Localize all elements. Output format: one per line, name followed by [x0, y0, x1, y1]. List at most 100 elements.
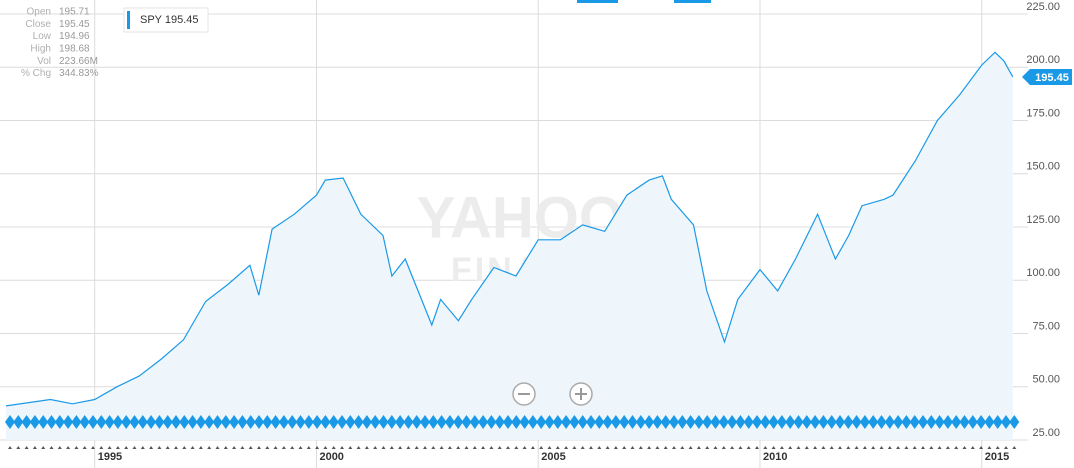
event-dot [846, 446, 851, 449]
event-dot [447, 446, 452, 449]
event-marker [96, 415, 107, 429]
event-marker [121, 415, 132, 429]
event-marker [610, 415, 621, 429]
event-dot [539, 446, 544, 449]
event-marker [660, 415, 671, 429]
event-marker [527, 415, 538, 429]
event-dot [497, 446, 502, 449]
event-marker [884, 415, 895, 429]
event-marker [743, 415, 754, 429]
y-tick-label: 150.00 [1026, 161, 1060, 173]
tab-indicator [674, 0, 711, 3]
event-marker [337, 415, 347, 429]
event-marker [511, 415, 522, 429]
event-marker [702, 415, 713, 429]
event-dot [638, 446, 643, 449]
event-marker [361, 415, 372, 429]
event-marker [262, 415, 273, 429]
legend-box [123, 7, 209, 33]
event-dot [389, 446, 394, 449]
event-marker [793, 415, 804, 429]
event-marker [88, 415, 98, 429]
event-marker [469, 415, 480, 429]
event-dot [298, 446, 303, 449]
tab-indicator [577, 0, 618, 3]
event-marker [71, 415, 82, 429]
event-marker [868, 415, 879, 429]
event-marker [411, 415, 422, 429]
event-marker [29, 415, 40, 429]
event-marker [677, 415, 688, 429]
event-marker [79, 415, 90, 429]
event-dot [406, 446, 411, 449]
legend-name: SPY [140, 14, 163, 26]
event-dot [456, 446, 461, 449]
event-marker [768, 415, 779, 429]
y-tick-label: 25.00 [1032, 427, 1060, 439]
event-dot [1012, 446, 1017, 449]
event-marker [918, 415, 928, 429]
event-marker [370, 415, 381, 429]
event-marker [494, 415, 505, 429]
event-marker [104, 415, 115, 429]
event-marker [959, 415, 970, 429]
event-marker [536, 415, 547, 429]
zoom-in[interactable] [569, 382, 593, 406]
event-marker [826, 415, 837, 429]
event-marker [386, 415, 397, 429]
event-dot [223, 446, 228, 449]
event-dot [796, 446, 801, 449]
event-dot [647, 446, 652, 449]
event-dot [580, 446, 585, 449]
event-marker [984, 415, 995, 429]
event-marker [478, 415, 489, 429]
event-marker [129, 415, 140, 429]
event-dot [555, 446, 560, 449]
event-marker [486, 415, 497, 429]
event-marker [420, 415, 430, 429]
event-dot [547, 446, 552, 449]
event-dot [921, 446, 925, 449]
event-marker [876, 415, 887, 429]
event-marker [270, 415, 281, 429]
event-dot [871, 446, 876, 449]
event-marker [436, 415, 447, 429]
zoom-out[interactable] [512, 382, 536, 406]
event-dot [696, 446, 701, 449]
event-marker [46, 415, 57, 429]
event-marker [245, 415, 256, 429]
event-marker [212, 415, 223, 429]
event-dot [82, 446, 87, 449]
event-dot [788, 446, 793, 449]
event-dot [140, 446, 145, 449]
event-marker [835, 415, 845, 429]
event-dot [746, 446, 751, 449]
info-value: 195.45 [59, 19, 90, 30]
event-dot [124, 446, 129, 449]
event-dot [398, 446, 403, 449]
event-dot [987, 446, 992, 449]
event-marker [179, 415, 190, 429]
event-marker [926, 415, 937, 429]
event-marker [851, 415, 862, 429]
event-dot [315, 446, 320, 449]
event-dot [356, 446, 361, 449]
info-label: Low [33, 31, 52, 42]
event-marker [669, 415, 679, 429]
event-dot [323, 446, 328, 449]
event-dot [439, 446, 444, 449]
event-dot [605, 446, 610, 449]
event-dot [804, 446, 809, 449]
event-marker [801, 415, 812, 429]
info-value: 195.71 [59, 7, 90, 18]
event-dot [779, 446, 784, 449]
event-dot [481, 446, 486, 449]
event-dot [680, 446, 685, 449]
area [6, 52, 1013, 441]
legend-entry: SPY 195.45 [140, 14, 199, 26]
event-dot [49, 446, 54, 449]
event-marker [63, 415, 74, 429]
event-marker [220, 415, 231, 429]
info-value: 194.96 [59, 31, 90, 42]
